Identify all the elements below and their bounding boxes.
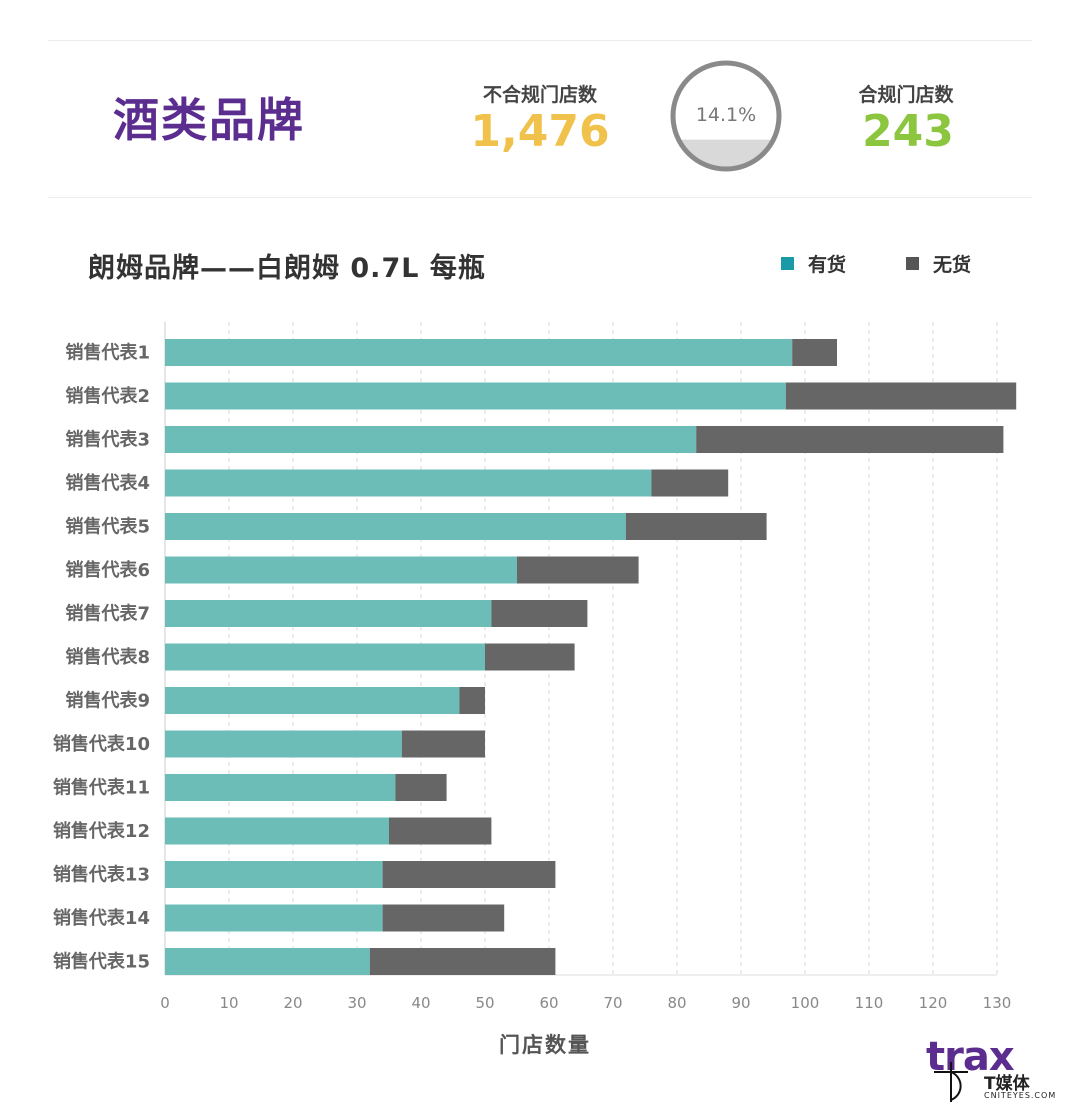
bar-out-of-stock <box>389 817 492 845</box>
bar-in-stock <box>165 861 383 888</box>
gauge-percent-text: 14.1% <box>696 104 756 126</box>
x-axis-label: 门店数量 <box>499 1033 591 1057</box>
bar-out-of-stock <box>517 556 639 584</box>
category-label: 销售代表12 <box>53 820 150 842</box>
compliant-stores-value: 243 <box>862 106 954 157</box>
category-label: 销售代表14 <box>53 907 150 929</box>
category-label: 销售代表4 <box>65 472 150 494</box>
category-label: 销售代表7 <box>65 603 150 625</box>
x-tick-label: 80 <box>667 994 686 1012</box>
bar-in-stock <box>165 687 460 714</box>
x-tick-label: 20 <box>283 994 302 1012</box>
legend-label-out-of-stock: 无货 <box>933 253 972 276</box>
bar-in-stock <box>165 513 626 540</box>
bar-out-of-stock <box>485 643 575 671</box>
bar-out-of-stock <box>651 469 729 497</box>
bar-in-stock <box>165 426 697 453</box>
category-label: 销售代表11 <box>53 777 150 799</box>
bar-in-stock <box>165 556 517 584</box>
bar-out-of-stock <box>625 513 767 540</box>
x-tick-label: 30 <box>347 994 366 1012</box>
bar-in-stock <box>165 730 402 758</box>
x-tick-label: 110 <box>855 994 884 1012</box>
bar-in-stock <box>165 382 786 410</box>
bar-in-stock <box>165 339 793 366</box>
category-label: 销售代表15 <box>53 951 150 973</box>
bar-out-of-stock <box>696 426 1004 453</box>
category-label: 销售代表6 <box>65 559 150 581</box>
bar-in-stock <box>165 600 492 627</box>
bar-in-stock <box>165 469 652 497</box>
category-label: 销售代表5 <box>65 516 150 538</box>
category-label: 销售代表13 <box>53 864 150 886</box>
category-label: 销售代表2 <box>65 385 150 407</box>
bar-out-of-stock <box>382 904 505 932</box>
x-tick-label: 90 <box>731 994 750 1012</box>
x-tick-label: 70 <box>603 994 622 1012</box>
x-tick-label: 0 <box>160 994 170 1012</box>
x-tick-label: 120 <box>919 994 948 1012</box>
bar-out-of-stock <box>369 948 556 975</box>
bar-in-stock <box>165 643 485 671</box>
category-label: 销售代表3 <box>65 429 150 451</box>
x-tick-label: 50 <box>475 994 494 1012</box>
x-tick-label: 130 <box>983 994 1012 1012</box>
compliance-gauge: 14.1% <box>670 60 782 172</box>
chart-title: 朗姆品牌——白朗姆 0.7L 每瓶 <box>88 253 486 284</box>
bar-in-stock <box>165 817 389 845</box>
category-label: 销售代表1 <box>65 342 150 364</box>
bar-out-of-stock <box>785 382 1017 410</box>
brand-category-title: 酒类品牌 <box>113 93 305 147</box>
bar-out-of-stock <box>491 600 588 627</box>
header-divider <box>48 197 1032 198</box>
bar-out-of-stock <box>401 730 485 758</box>
bar-in-stock <box>165 904 383 932</box>
media-watermark-site: CNITEYES.COM <box>984 1091 1057 1100</box>
top-divider <box>48 40 1032 41</box>
legend-item-in-stock: 有货 <box>781 251 847 276</box>
media-logo-icon <box>934 1062 968 1102</box>
category-label: 销售代表10 <box>53 733 150 755</box>
bar-in-stock <box>165 774 396 801</box>
x-tick-label: 60 <box>539 994 558 1012</box>
legend-label-in-stock: 有货 <box>808 253 847 276</box>
legend-swatch-in-stock <box>781 256 794 270</box>
category-label: 销售代表8 <box>65 646 150 668</box>
bar-out-of-stock <box>395 774 447 801</box>
bar-out-of-stock <box>459 687 485 714</box>
bar-out-of-stock <box>792 339 837 366</box>
noncompliant-stores-label: 不合规门店数 <box>482 84 597 106</box>
x-tick-label: 10 <box>219 994 238 1012</box>
compliant-stores-label: 合规门店数 <box>858 84 954 106</box>
category-label: 销售代表9 <box>65 690 150 712</box>
legend-swatch-out-of-stock <box>906 256 919 270</box>
bar-in-stock <box>165 948 370 975</box>
x-tick-label: 100 <box>791 994 820 1012</box>
bar-out-of-stock <box>382 861 556 888</box>
x-tick-label: 40 <box>411 994 430 1012</box>
media-watermark-name: T媒体 <box>984 1074 1030 1094</box>
legend-item-out-of-stock: 无货 <box>906 251 972 276</box>
noncompliant-stores-value: 1,476 <box>470 106 610 157</box>
